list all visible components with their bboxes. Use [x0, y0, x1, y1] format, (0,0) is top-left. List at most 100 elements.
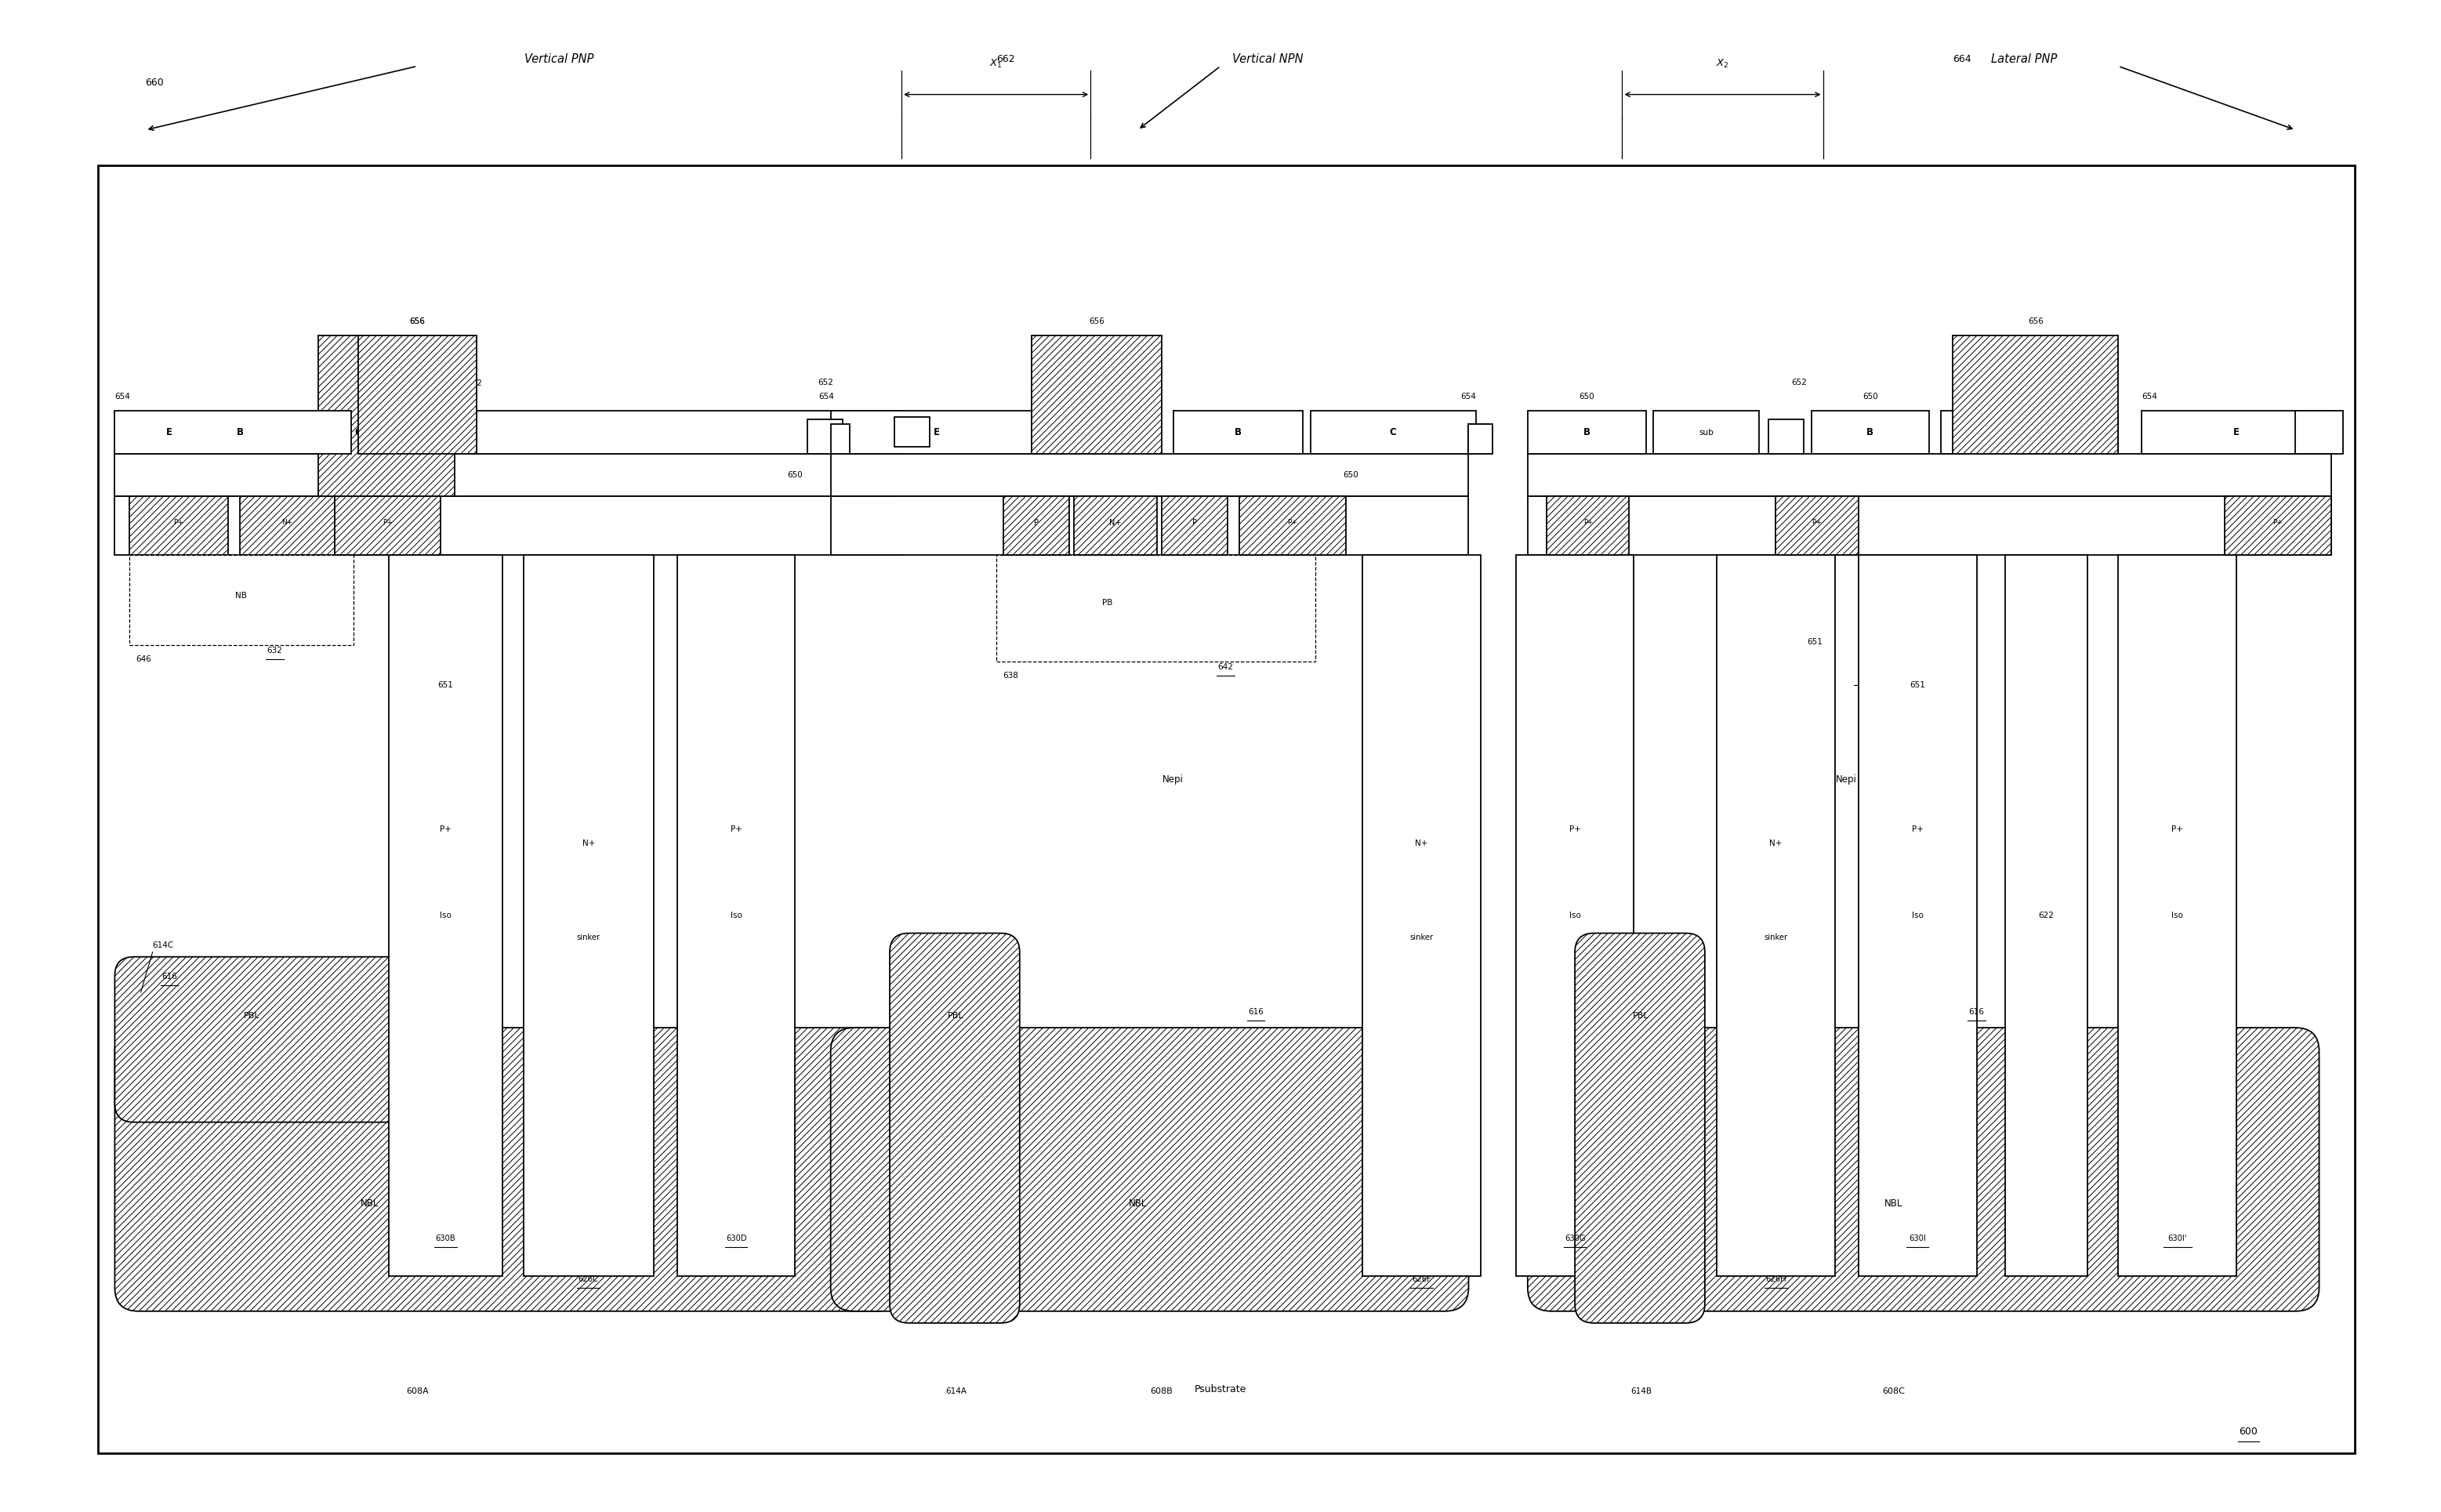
Bar — [1516, 555, 1633, 1276]
Text: sinker: sinker — [576, 933, 600, 940]
Bar — [1003, 496, 1069, 555]
FancyBboxPatch shape — [115, 957, 434, 1122]
Text: P+: P+ — [1570, 826, 1582, 833]
Text: Vertical PNP: Vertical PNP — [525, 53, 593, 65]
Text: Vertical NPN: Vertical NPN — [1233, 53, 1303, 65]
Text: E: E — [935, 428, 940, 437]
Text: E: E — [166, 428, 173, 437]
Text: 630G: 630G — [1565, 1235, 1584, 1243]
Bar — [830, 454, 1469, 496]
Text: $X_2$: $X_2$ — [1716, 57, 1728, 70]
Bar — [1941, 411, 2119, 454]
Text: sinker: sinker — [1408, 933, 1433, 940]
Text: 630D: 630D — [725, 1235, 747, 1243]
Text: 662: 662 — [996, 54, 1015, 64]
Bar — [2004, 555, 2087, 1276]
Text: 651: 651 — [1909, 680, 1926, 689]
FancyBboxPatch shape — [830, 1028, 1469, 1311]
Text: Iso: Iso — [2172, 912, 2182, 919]
Text: E: E — [1094, 428, 1098, 437]
Text: 626F: 626F — [1411, 1275, 1430, 1282]
Bar — [1240, 496, 1345, 555]
Text: E: E — [2234, 428, 2238, 437]
Text: PBL: PBL — [1633, 1012, 1650, 1019]
FancyBboxPatch shape — [889, 933, 1020, 1323]
Text: N+: N+ — [1108, 519, 1120, 526]
Text: 652: 652 — [818, 380, 835, 387]
Bar — [359, 336, 476, 454]
Bar — [1311, 411, 1477, 454]
Bar — [317, 336, 454, 496]
Text: C: C — [2026, 428, 2033, 437]
Bar — [1162, 496, 1228, 555]
Bar — [2295, 411, 2343, 454]
Text: 630B: 630B — [434, 1235, 456, 1243]
Text: 656: 656 — [410, 318, 425, 325]
Bar — [1528, 496, 2331, 555]
Text: P+: P+ — [439, 826, 452, 833]
Text: Nepi: Nepi — [1162, 774, 1184, 785]
Bar — [830, 496, 1469, 555]
Text: 656: 656 — [2028, 318, 2043, 325]
Text: P+: P+ — [1584, 519, 1592, 526]
Bar — [1858, 555, 1977, 1276]
Text: B: B — [1867, 428, 1875, 437]
Bar — [1548, 496, 1628, 555]
Bar — [115, 411, 352, 454]
Bar — [2141, 411, 2331, 454]
Text: $X_1$: $X_1$ — [989, 57, 1003, 70]
Text: 651: 651 — [437, 680, 454, 689]
Text: 646: 646 — [137, 655, 151, 664]
Text: B: B — [1584, 428, 1589, 437]
Bar — [830, 423, 849, 454]
Bar — [1469, 423, 1491, 454]
Text: N+: N+ — [581, 839, 596, 847]
Text: sinker: sinker — [1765, 933, 1787, 940]
Bar — [808, 420, 842, 454]
Bar — [1770, 420, 1804, 454]
Text: 642: 642 — [1218, 664, 1233, 671]
Text: 654: 654 — [818, 393, 835, 401]
Text: Iso: Iso — [439, 912, 452, 919]
FancyBboxPatch shape — [1528, 1028, 2319, 1311]
Text: 650: 650 — [1862, 393, 1877, 401]
Bar — [334, 496, 442, 555]
Text: 630I': 630I' — [2168, 1235, 2187, 1243]
Bar — [522, 555, 654, 1276]
Text: 638: 638 — [1003, 671, 1018, 679]
Bar — [129, 496, 227, 555]
Text: P+: P+ — [383, 519, 393, 526]
Text: 650: 650 — [788, 470, 803, 479]
Text: 614A: 614A — [945, 1388, 967, 1396]
Text: 608C: 608C — [1882, 1388, 1904, 1396]
Text: P: P — [1191, 519, 1196, 526]
Text: PB: PB — [1103, 599, 1113, 606]
Bar — [2224, 496, 2331, 555]
Bar — [1953, 336, 2119, 454]
Text: B: B — [1235, 428, 1242, 437]
FancyBboxPatch shape — [1574, 933, 1704, 1323]
Bar — [1653, 411, 1760, 454]
Text: 660: 660 — [146, 77, 164, 88]
Bar — [115, 454, 901, 496]
Text: 622: 622 — [466, 380, 483, 387]
Text: C: C — [1389, 428, 1396, 437]
Bar — [1811, 411, 1928, 454]
Text: Psubstrate: Psubstrate — [1194, 1383, 1247, 1394]
Bar — [2119, 555, 2236, 1276]
Text: 650: 650 — [1579, 393, 1594, 401]
Text: Iso: Iso — [1911, 912, 1924, 919]
Text: P+: P+ — [1911, 826, 1924, 833]
Text: P+: P+ — [2172, 826, 2182, 833]
Text: 650: 650 — [1343, 470, 1357, 479]
Text: 626C: 626C — [579, 1275, 598, 1282]
Text: 632: 632 — [266, 647, 283, 655]
Bar — [1074, 496, 1157, 555]
Bar — [115, 496, 901, 555]
Text: 616: 616 — [1970, 1009, 1985, 1016]
Text: 616: 616 — [1247, 1009, 1264, 1016]
Text: 614B: 614B — [1631, 1388, 1653, 1396]
Bar — [1033, 336, 1162, 454]
Bar — [1716, 555, 1836, 1276]
Bar — [129, 555, 354, 646]
